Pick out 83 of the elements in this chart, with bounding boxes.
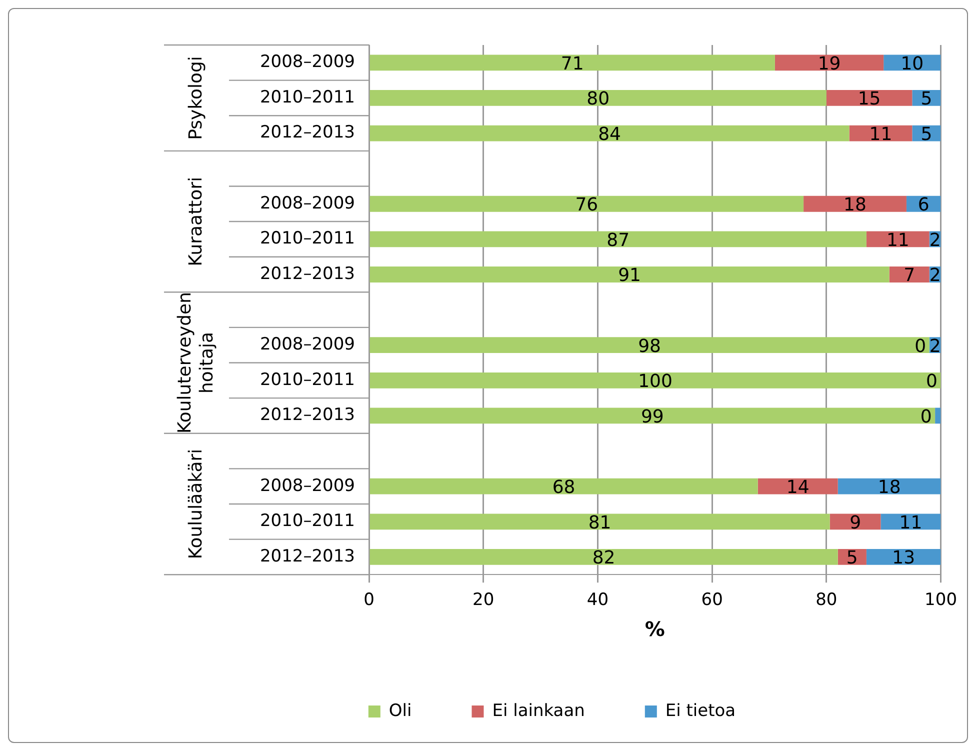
bar (370, 372, 941, 388)
bar (370, 54, 775, 71)
y-tick-label: 2010–2011 (260, 511, 355, 532)
data-label: 10 (900, 53, 924, 74)
data-label: 71 (560, 53, 584, 74)
data-label: 76 (575, 194, 598, 216)
x-tick-label: 40 (586, 590, 609, 610)
data-label: 80 (586, 88, 610, 110)
text: Kuraattori (186, 176, 207, 266)
y-tick-label: 2008–2009 (260, 193, 355, 214)
x-axis-title: % (644, 617, 665, 642)
data-label: 18 (844, 194, 866, 216)
data-label: 91 (618, 265, 641, 286)
bar (935, 408, 941, 424)
data-label: 5 (920, 88, 932, 110)
data-label: 98 (638, 336, 661, 357)
data-label: 11 (869, 124, 892, 145)
y-tick-label: 2012–2013 (260, 122, 355, 143)
data-label: 0 (914, 336, 926, 357)
data-label: 19 (818, 53, 841, 74)
bar (370, 231, 866, 248)
legend-label: Ei lainkaan (492, 700, 585, 721)
bar (826, 90, 912, 106)
data-label: 0 (920, 406, 932, 428)
y-tick-label: 2012–2013 (260, 405, 355, 426)
x-tick-label: 60 (701, 590, 723, 610)
data-label: 15 (858, 88, 881, 110)
bar (370, 337, 930, 354)
bar (889, 266, 930, 282)
x-tick-label: 100 (924, 590, 958, 610)
data-label: 2 (929, 265, 941, 286)
bar (830, 514, 881, 530)
bar (370, 408, 936, 424)
data-label: 100 (638, 371, 672, 392)
y-tick-label: 2010–2011 (260, 228, 355, 249)
data-label: 13 (892, 548, 916, 569)
data-label: 18 (878, 477, 901, 498)
bar (370, 266, 890, 282)
data-label: 6 (918, 194, 930, 216)
legend-label: Oli (388, 700, 412, 721)
y-tick-label: 2010–2011 (260, 370, 355, 390)
data-label: 14 (786, 477, 810, 498)
bar (866, 231, 930, 248)
data-label: 99 (640, 406, 664, 428)
data-label: 0 (926, 371, 938, 392)
x-tick-label: 20 (472, 590, 494, 610)
data-label: 11 (899, 512, 922, 534)
data-label: 2 (929, 336, 941, 357)
bar (370, 549, 838, 565)
x-tick-label: 0 (364, 590, 374, 610)
x-tick-label: 80 (816, 590, 838, 610)
data-label: 2 (929, 230, 941, 251)
y-tick-label: 2010–2011 (260, 87, 355, 108)
bar (866, 549, 941, 565)
bar (370, 478, 758, 494)
data-label: 5 (920, 124, 932, 145)
text: Kouluterveyden hoitaja (174, 292, 218, 434)
bar (370, 90, 826, 106)
bar (370, 196, 804, 212)
bar (370, 514, 830, 530)
text: Psykologi (186, 56, 207, 140)
bar (838, 478, 941, 494)
text: Koululääkäri (186, 448, 207, 560)
y-tick-label: 2012–2013 (260, 546, 355, 566)
bar (774, 54, 884, 71)
data-label: 87 (606, 230, 630, 251)
data-label: 11 (886, 230, 910, 251)
data-label: 81 (588, 512, 612, 534)
bar (758, 478, 838, 494)
data-label: 68 (552, 477, 576, 498)
y-tick-label: 2008–2009 (260, 476, 355, 496)
data-label: 84 (598, 124, 621, 145)
data-label: 5 (846, 548, 858, 569)
bar (880, 514, 941, 530)
legend-label: Ei tietoa (665, 700, 736, 721)
y-tick-label: 2012–2013 (260, 264, 355, 284)
data-label: 7 (904, 265, 916, 286)
data-label: 9 (850, 512, 862, 534)
y-tick-label: 2008–2009 (260, 334, 355, 355)
y-tick-label: 2008–2009 (260, 52, 355, 72)
bar (804, 196, 906, 212)
bar (370, 125, 850, 142)
data-label: 82 (592, 548, 616, 569)
